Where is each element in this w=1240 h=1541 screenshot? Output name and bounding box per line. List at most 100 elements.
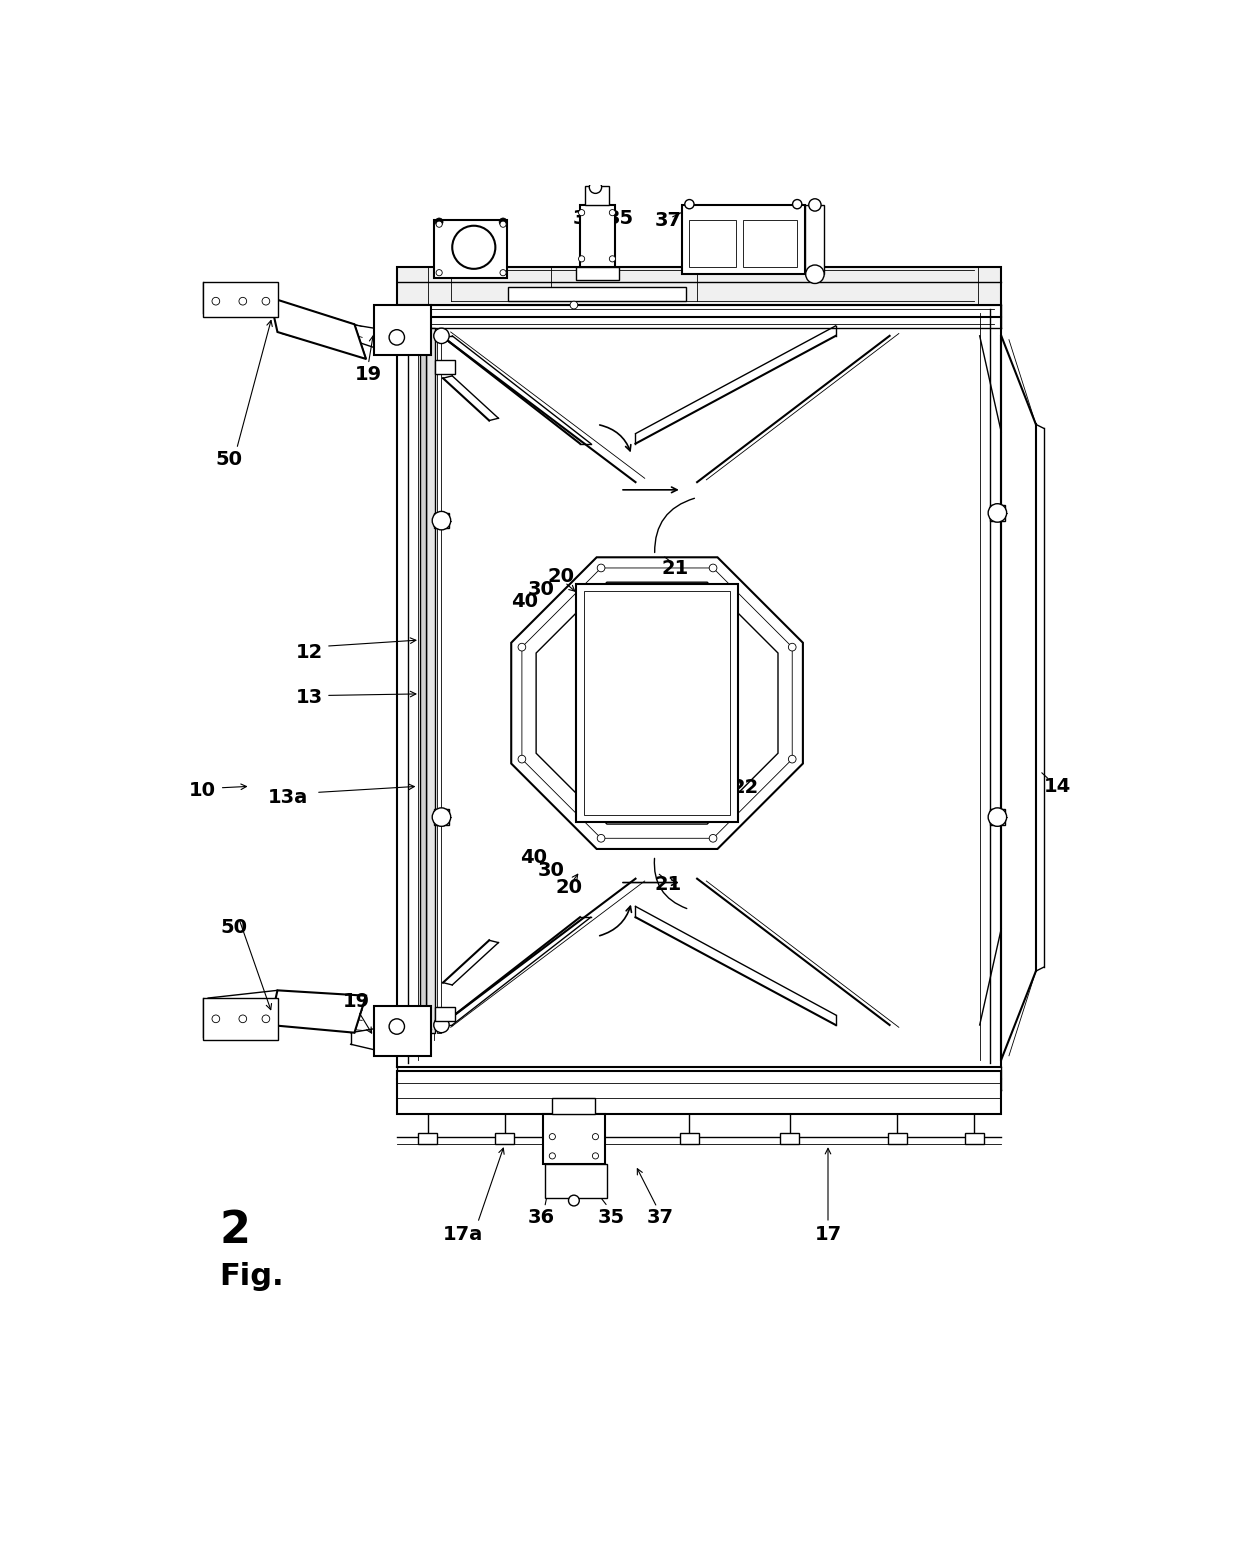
Circle shape [598,834,605,841]
Bar [888,1133,906,1145]
Circle shape [433,512,450,530]
Text: 36: 36 [528,1208,556,1227]
Circle shape [709,834,717,841]
Bar [203,282,278,316]
Text: 17a: 17a [443,1225,484,1244]
Polygon shape [511,558,802,849]
Circle shape [789,643,796,650]
Circle shape [262,1016,270,1023]
Text: 19: 19 [355,365,382,384]
Circle shape [579,256,585,262]
Text: 21: 21 [662,559,689,578]
Circle shape [609,256,615,262]
Text: 20: 20 [547,567,574,586]
Circle shape [436,220,443,227]
Bar [585,185,609,205]
Text: 30: 30 [528,581,556,599]
Bar [435,1008,455,1022]
Circle shape [262,297,270,305]
Text: 50: 50 [216,450,243,468]
Circle shape [212,1016,219,1023]
Circle shape [589,182,601,193]
Circle shape [389,1019,404,1034]
Bar [580,205,615,267]
Circle shape [389,330,404,345]
Circle shape [609,210,615,216]
Bar [552,1099,595,1114]
Text: 16: 16 [630,807,657,826]
Circle shape [518,755,526,763]
Bar [577,584,738,823]
Circle shape [593,1153,599,1159]
Text: 35: 35 [598,1208,625,1227]
Bar [436,328,441,1032]
Bar [805,205,825,274]
Bar [780,1133,799,1145]
Bar [203,999,278,1040]
Circle shape [434,328,449,344]
Circle shape [435,217,443,225]
Bar [681,1133,698,1145]
Bar [965,1133,983,1145]
Circle shape [709,564,717,572]
Text: 22: 22 [732,778,759,797]
Circle shape [239,297,247,305]
Text: 20: 20 [556,878,582,897]
Circle shape [518,643,526,650]
Text: 30: 30 [537,861,564,880]
Bar [434,513,449,529]
Text: Fig.: Fig. [219,1262,284,1291]
Bar [682,205,805,274]
Circle shape [598,564,605,572]
Text: 35: 35 [606,208,634,228]
Text: 50: 50 [219,918,247,937]
Text: 40: 40 [521,849,547,868]
Text: 40: 40 [511,592,538,610]
Bar [990,505,1006,521]
Text: 17: 17 [815,1225,842,1244]
Bar [580,1133,599,1145]
Bar [990,809,1006,824]
Circle shape [988,807,1007,826]
Text: 12: 12 [295,643,322,661]
Circle shape [684,199,694,208]
Circle shape [593,1134,599,1140]
Bar [418,1133,436,1145]
Circle shape [453,225,495,268]
Bar [397,1071,1001,1114]
Circle shape [433,807,450,826]
Polygon shape [536,582,777,824]
Bar [434,809,449,824]
Text: 36: 36 [573,208,600,228]
Polygon shape [270,991,366,1032]
Text: 10: 10 [188,781,216,800]
Bar [397,267,1001,305]
Circle shape [500,270,506,276]
Text: 11: 11 [477,233,505,251]
Bar [427,328,435,1032]
Bar [577,267,619,279]
Circle shape [808,199,821,211]
Circle shape [212,297,219,305]
Circle shape [549,1134,556,1140]
Polygon shape [270,297,366,359]
Bar [435,361,455,374]
Text: 13a: 13a [268,789,308,807]
Circle shape [792,199,802,208]
Circle shape [500,217,507,225]
Bar [420,328,427,1032]
Bar [546,1163,608,1199]
Circle shape [988,504,1007,522]
Bar [584,592,730,815]
Circle shape [579,210,585,216]
Text: 37: 37 [646,1208,673,1227]
Circle shape [806,265,825,284]
Bar [373,1006,432,1056]
Circle shape [549,1153,556,1159]
Bar [743,220,797,267]
Bar [689,220,735,267]
Circle shape [568,1196,579,1207]
Circle shape [570,300,578,308]
Circle shape [436,270,443,276]
Circle shape [434,1017,449,1032]
